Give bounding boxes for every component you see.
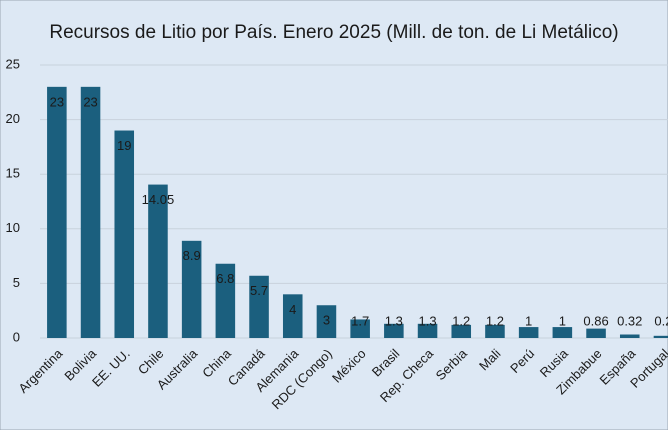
bar <box>148 184 168 338</box>
bar <box>350 319 370 338</box>
value-label: 1.3 <box>419 313 437 328</box>
value-label: 1 <box>559 313 566 328</box>
bar <box>282 294 303 338</box>
bar <box>451 324 472 338</box>
value-label: 1 <box>525 313 532 328</box>
bar <box>518 327 539 338</box>
bar <box>417 323 438 338</box>
bar <box>80 86 101 338</box>
value-label: 1.2 <box>486 313 504 328</box>
bar <box>485 324 505 338</box>
value-label: 0.86 <box>583 313 608 328</box>
value-label: 5.7 <box>250 283 268 298</box>
bar <box>619 334 640 338</box>
bar <box>47 86 67 338</box>
bar <box>316 305 337 338</box>
value-label: 14.05 <box>142 192 175 207</box>
y-tick-label: 25 <box>6 56 20 71</box>
y-tick-label: 10 <box>6 220 20 235</box>
bar <box>653 335 668 338</box>
bar <box>114 130 135 338</box>
value-label: 23 <box>50 94 64 109</box>
value-label: 0.32 <box>617 313 642 328</box>
y-tick-label: 20 <box>6 111 20 126</box>
bar <box>249 275 269 338</box>
value-label: 4 <box>289 302 296 317</box>
bar <box>586 328 606 338</box>
value-label: 8.9 <box>183 248 201 263</box>
value-label: 1.7 <box>351 313 369 328</box>
value-label: 23 <box>83 94 97 109</box>
bar <box>552 327 573 338</box>
value-label: 3 <box>323 313 330 328</box>
y-tick-label: 15 <box>6 166 20 181</box>
value-label: 1.3 <box>385 313 403 328</box>
bar <box>215 263 236 338</box>
value-label: 19 <box>117 138 131 153</box>
bar <box>181 240 202 338</box>
value-label: 6.8 <box>216 271 234 286</box>
y-tick-label: 0 <box>13 329 20 344</box>
value-label: 1.2 <box>452 313 470 328</box>
value-label: 0.2 <box>654 313 668 328</box>
y-tick-label: 5 <box>13 275 20 290</box>
chart-title: Recursos de Litio por País. Enero 2025 (… <box>49 22 618 43</box>
bar <box>384 323 404 338</box>
